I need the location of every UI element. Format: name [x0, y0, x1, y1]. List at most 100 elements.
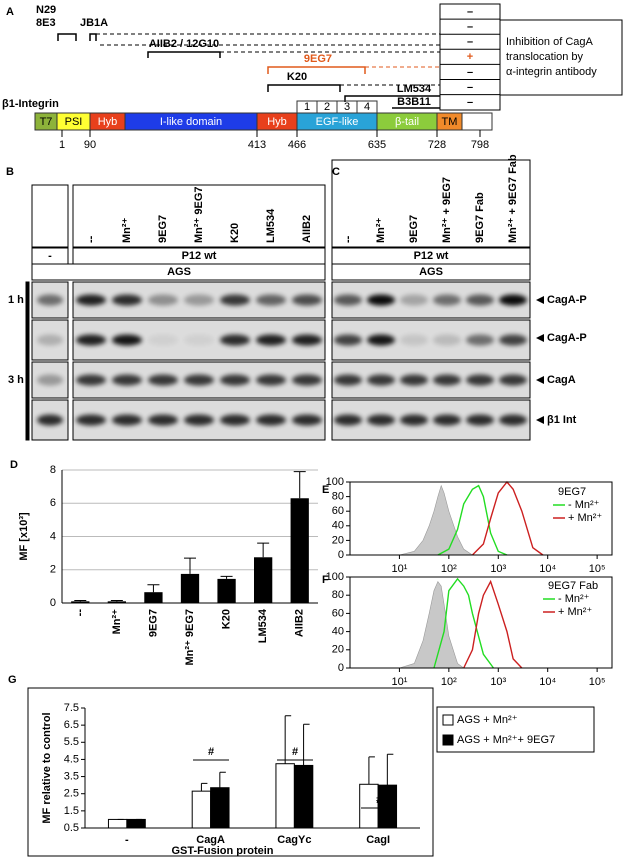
bar — [275, 763, 295, 829]
blot-band — [148, 414, 178, 426]
antibody-label: 9EG7 — [304, 53, 332, 65]
blot-band — [367, 294, 395, 306]
annotation: # — [292, 746, 298, 758]
domain-label: I-like domain — [160, 116, 222, 128]
blot-band — [499, 414, 527, 426]
cell-label: AGS — [167, 266, 191, 278]
y-tick-label: 0.5 — [64, 822, 79, 834]
x-axis-label: GST-Fusion protein — [171, 845, 273, 857]
epitope-bracket — [147, 51, 221, 58]
blot-band — [256, 374, 286, 386]
y-tick-label: 4 — [50, 530, 56, 542]
antibody-label: AIIB2 / 12G10 — [149, 38, 219, 50]
note-text: Inhibition of CagA — [506, 36, 593, 48]
legend-swatch — [442, 734, 454, 746]
lane-label: 9EG7 — [157, 215, 169, 243]
arrow — [536, 334, 544, 342]
inhibition-sign: – — [467, 66, 473, 78]
blot-panel — [331, 361, 531, 399]
annotation: # — [208, 746, 214, 758]
blot-band — [76, 414, 106, 426]
blot-band — [37, 294, 63, 306]
lane-label: Mn²⁺ — [121, 217, 133, 243]
residue-label: 90 — [84, 139, 96, 151]
antibody-label: B3B11 — [397, 96, 431, 108]
blot-band — [334, 414, 362, 426]
blot-band — [184, 374, 214, 386]
blot-band — [184, 414, 214, 426]
y-tick-label: 7.5 — [64, 702, 79, 714]
epitope-bracket — [267, 66, 366, 74]
epitope-bracket — [267, 84, 341, 92]
x-tick-label: 10² — [441, 676, 457, 688]
blot-band — [220, 334, 250, 346]
blot-band — [292, 294, 322, 306]
bar — [377, 784, 398, 829]
inhibition-sign: + — [467, 51, 473, 63]
egf-repeat-label: 4 — [364, 101, 370, 113]
legend-box — [436, 706, 595, 753]
blot-panel — [331, 399, 531, 441]
bar — [210, 787, 230, 829]
bar — [293, 764, 314, 829]
header-row — [31, 263, 326, 281]
error-bar — [220, 575, 233, 579]
blot-band — [499, 374, 527, 386]
residue-label: 1 — [59, 139, 65, 151]
error-bar — [284, 715, 292, 764]
note-box — [499, 19, 623, 96]
lane-label: 9EG7 — [408, 215, 420, 243]
residue-label: 728 — [428, 139, 446, 151]
inhibition-sign: – — [467, 81, 473, 93]
x-tick-label: 10³ — [490, 563, 506, 575]
band-label: β1 Int — [547, 414, 577, 426]
legend-label: + Mn²⁺ — [568, 512, 602, 524]
y-tick-label: 2.5 — [64, 788, 79, 800]
bar — [180, 573, 200, 603]
arrow — [536, 296, 544, 304]
bar — [191, 790, 212, 829]
blot-band — [400, 414, 428, 426]
y-axis-label: MF [x10³] — [18, 512, 30, 561]
error-bar — [74, 600, 87, 602]
histogram-area — [399, 580, 464, 669]
y-tick-label: 100 — [326, 476, 344, 488]
blot-band — [76, 334, 106, 346]
x-tick-label: CagI — [366, 834, 390, 846]
inhibition-sign: – — [467, 6, 473, 18]
blot-band — [148, 374, 178, 386]
histogram-line — [437, 484, 508, 556]
y-tick-label: 0 — [338, 549, 344, 561]
egf-repeat-label: 3 — [344, 101, 350, 113]
blot-band — [433, 414, 461, 426]
strain-label: P12 wt — [182, 250, 217, 262]
blot-band — [220, 294, 250, 306]
egf-repeat-label: 1 — [304, 101, 310, 113]
panel-label: G — [8, 674, 17, 686]
panel-label: A — [6, 6, 14, 18]
epitope-bracket — [344, 95, 440, 102]
domain-label: T7 — [40, 116, 53, 128]
panel-label: B — [6, 166, 14, 178]
inhibition-sign: – — [467, 97, 473, 109]
blot-band — [433, 334, 461, 346]
lane-header — [31, 184, 69, 248]
band-label: CagA-P — [547, 294, 587, 306]
blot-panel — [331, 319, 531, 361]
blot-band — [400, 374, 428, 386]
blot-band — [433, 374, 461, 386]
inhibition-sign: – — [467, 36, 473, 48]
y-tick-label: 0 — [338, 662, 344, 674]
blot-band — [76, 374, 106, 386]
blot-band — [37, 334, 63, 346]
error-bar — [200, 782, 208, 792]
time-label: 3 h — [8, 374, 24, 386]
domain-label: PSI — [65, 116, 83, 128]
chart-title: 9EG7 — [558, 486, 586, 498]
blot-band — [112, 414, 142, 426]
panel-label: D — [10, 459, 18, 471]
residue-label: 798 — [471, 139, 489, 151]
domain-label: TM — [442, 116, 458, 128]
domain-label: Hyb — [267, 116, 287, 128]
y-tick-label: 5.5 — [64, 736, 79, 748]
